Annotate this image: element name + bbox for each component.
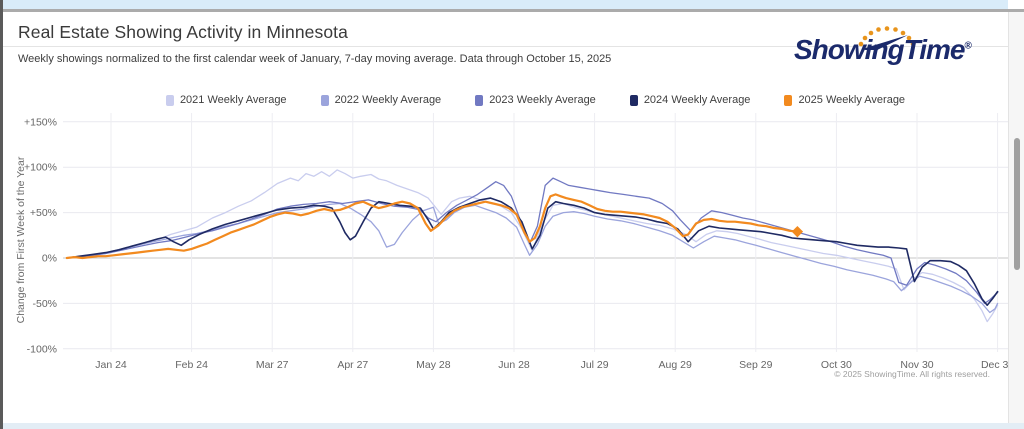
registered-mark: ® [964, 40, 972, 52]
y-tick-label: -50% [32, 298, 57, 310]
legend-label-2025: 2025 Weekly Average [798, 94, 906, 106]
page-title: Real Estate Showing Activity in Minnesot… [18, 22, 348, 42]
x-tick-label: Nov 30 [900, 359, 933, 371]
legend-item-2023: 2023 Weekly Average [475, 94, 596, 106]
legend-label-2021: 2021 Weekly Average [179, 94, 287, 106]
series-line-2025 [65, 193, 799, 260]
x-tick-label: Apr 27 [337, 359, 368, 371]
legend-item-2024: 2024 Weekly Average [629, 94, 751, 106]
series-line-2022 [66, 202, 999, 314]
line-chart: +150% +100% +50% 0% -50% -100% Jan 24 Feb 24 Mar… [24, 113, 1008, 371]
legend-label-2022: 2022 Weekly Average [334, 94, 442, 106]
y-tick-label: -100% [27, 343, 57, 355]
x-tick-label: Aug 29 [659, 359, 692, 371]
legend-swatch-2022 [320, 94, 329, 106]
vertical-scrollbar[interactable] [1008, 12, 1024, 423]
scrollbar-thumb[interactable] [1014, 138, 1020, 270]
legend-label-2024: 2024 Weekly Average [643, 94, 751, 106]
x-tick-label: Jun 28 [498, 359, 530, 371]
y-tick-label: +50% [30, 207, 57, 219]
x-tick-label: Feb 24 [175, 359, 208, 371]
page-subtitle: Weekly showings normalized to the first … [18, 53, 612, 65]
top-accent-bar [3, 0, 1008, 9]
y-tick-label: +100% [24, 162, 57, 174]
legend-swatch-2025 [784, 94, 793, 106]
bottom-accent-bar [3, 423, 1024, 429]
logo-clock-icon [858, 26, 916, 50]
x-tick-label: Sep 29 [739, 359, 772, 371]
x-tick-label: Jul 29 [581, 359, 609, 371]
legend-swatch-2024 [629, 94, 638, 106]
x-tick-label: Mar 27 [256, 359, 289, 371]
report-panel: Real Estate Showing Activity in Minnesot… [3, 12, 1008, 423]
y-tick-label: 0% [42, 253, 57, 265]
series-line-2023 [66, 177, 999, 305]
legend-label-2023: 2023 Weekly Average [489, 94, 596, 106]
logo-wordmark: ShowingTime® [794, 34, 972, 65]
chart-legend: 2021 Weekly Average 2022 Weekly Average 20… [63, 91, 1008, 109]
window-divider [3, 9, 1024, 12]
x-tick-label: May 28 [416, 359, 451, 371]
x-tick-label: Jan 24 [95, 359, 127, 371]
legend-item-2022: 2022 Weekly Average [320, 94, 442, 106]
series-end-marker [791, 226, 804, 238]
title-divider [3, 46, 1008, 47]
legend-item-2025: 2025 Weekly Average [784, 94, 905, 106]
x-tick-label: Dec 31 [981, 359, 1008, 371]
y-tick-label: +150% [24, 116, 57, 128]
legend-swatch-2021 [165, 94, 174, 106]
window-left-edge [0, 0, 3, 429]
copyright-note: © 2025 ShowingTime. All rights reserved. [834, 369, 990, 379]
legend-item-2021: 2021 Weekly Average [165, 94, 287, 106]
showingtime-logo: ShowingTime® [794, 20, 984, 68]
series-line-2024 [66, 197, 999, 306]
x-tick-label: Oct 30 [821, 359, 852, 371]
legend-swatch-2023 [475, 94, 484, 106]
